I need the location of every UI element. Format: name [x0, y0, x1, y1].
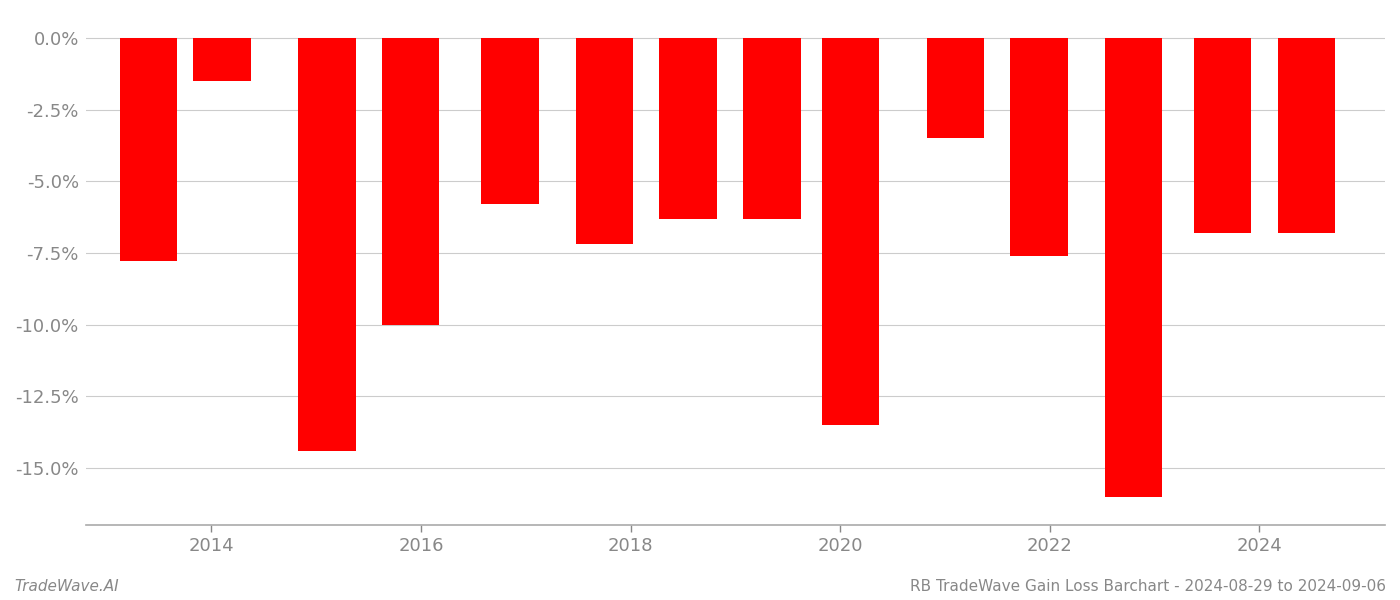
Text: TradeWave.AI: TradeWave.AI — [14, 579, 119, 594]
Bar — [1105, 38, 1162, 497]
Bar — [1278, 38, 1336, 233]
Bar — [298, 38, 356, 451]
Bar — [482, 38, 539, 204]
Bar — [1194, 38, 1252, 233]
Bar — [193, 38, 251, 81]
Bar — [382, 38, 440, 325]
Bar — [659, 38, 717, 218]
Bar — [743, 38, 801, 218]
Bar — [927, 38, 984, 138]
Bar — [120, 38, 178, 262]
Text: RB TradeWave Gain Loss Barchart - 2024-08-29 to 2024-09-06: RB TradeWave Gain Loss Barchart - 2024-0… — [910, 579, 1386, 594]
Bar — [822, 38, 879, 425]
Bar — [575, 38, 633, 244]
Bar — [1011, 38, 1068, 256]
